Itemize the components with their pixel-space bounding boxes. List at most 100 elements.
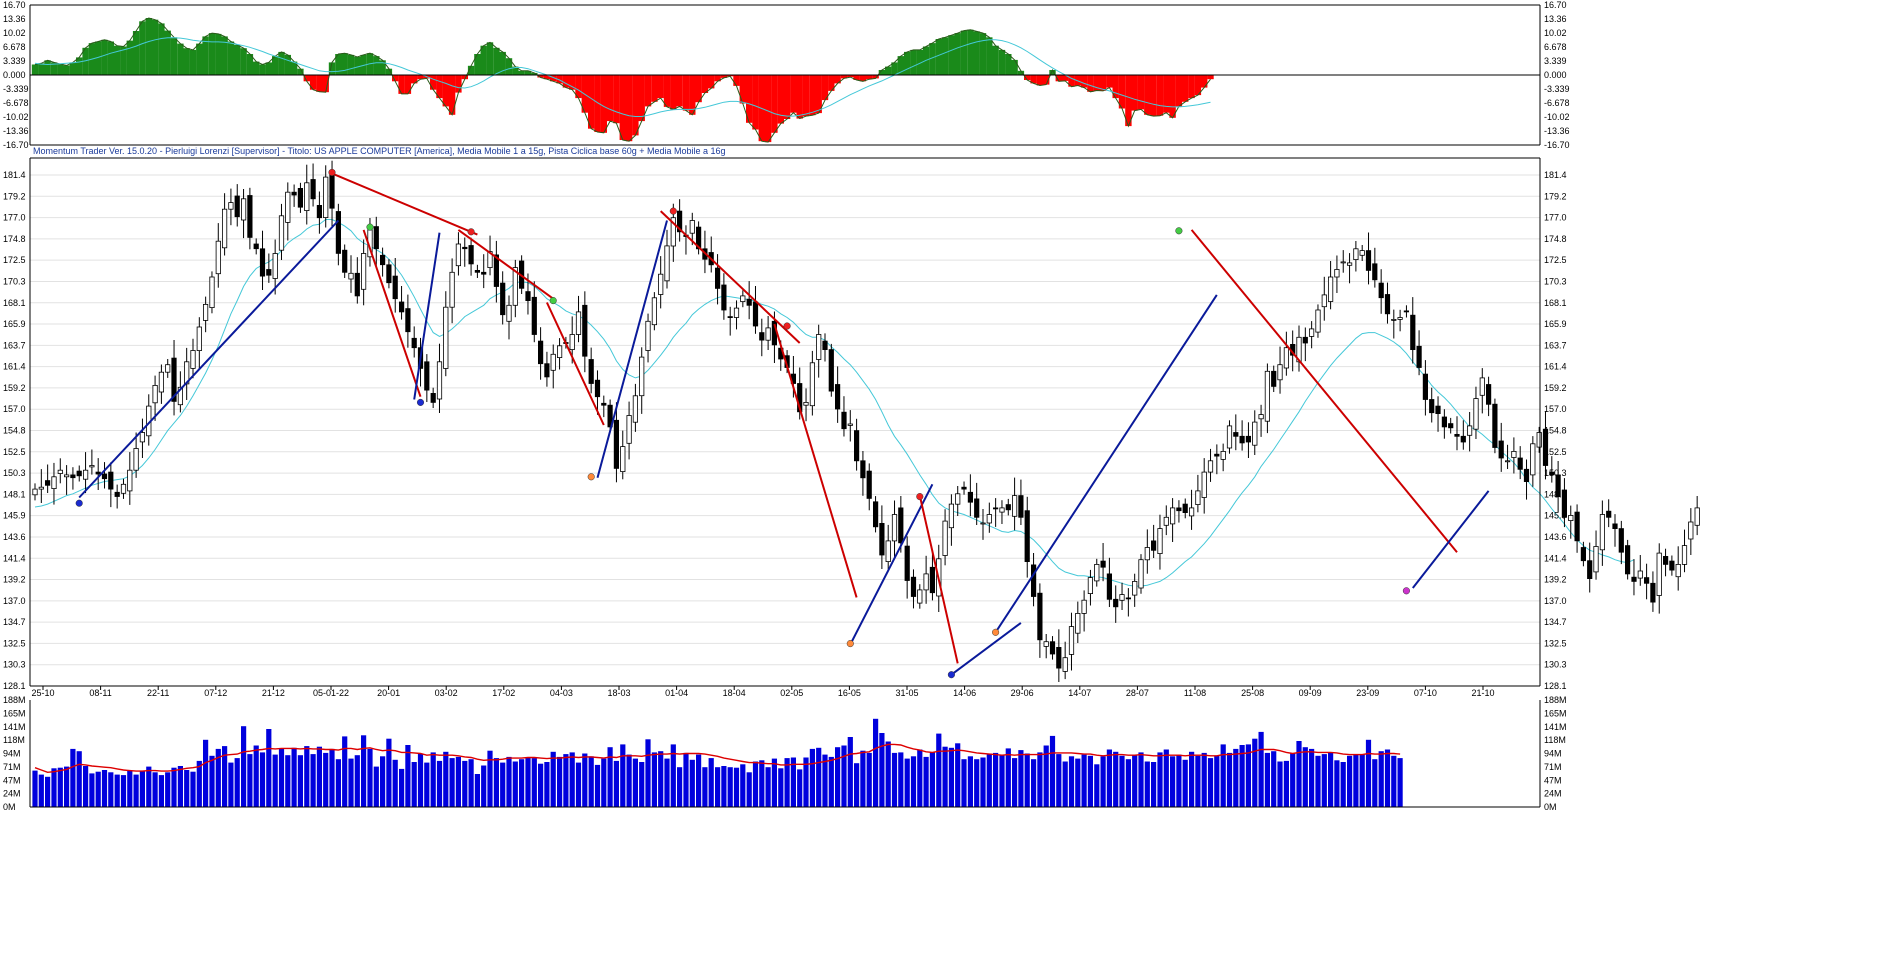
oscillator-bar xyxy=(151,19,159,75)
oscillator-bar xyxy=(992,45,999,75)
volume-bar xyxy=(771,758,777,807)
oscillator-bar xyxy=(183,48,190,75)
oscillator-bar xyxy=(632,75,639,136)
volume-bar xyxy=(702,767,708,807)
oscillator-bar xyxy=(644,75,652,107)
price-y-tick-left: 159.2 xyxy=(3,383,26,393)
oscillator-bar xyxy=(562,75,570,88)
volume-y-tick-left: 47M xyxy=(3,775,21,785)
volume-bar xyxy=(708,758,714,807)
volume-bar xyxy=(620,744,626,807)
volume-bar xyxy=(1233,748,1239,807)
volume-bar xyxy=(1068,756,1075,807)
oscillator-bar xyxy=(316,75,323,92)
volume-bar xyxy=(544,762,550,807)
volume-bar xyxy=(1201,752,1207,807)
candle-body xyxy=(746,298,752,306)
candle-body xyxy=(1195,490,1201,505)
candle-body xyxy=(1068,626,1075,655)
candle-body xyxy=(1024,510,1030,563)
candle-body xyxy=(1315,309,1321,333)
volume-bar xyxy=(443,751,449,807)
volume-bar xyxy=(961,759,967,807)
candle-body xyxy=(1372,263,1378,281)
oscillator-bar xyxy=(246,54,254,75)
price-y-tick-left: 154.8 xyxy=(3,426,26,436)
candle-body xyxy=(1568,515,1574,522)
x-tick-label: 03-02 xyxy=(435,688,458,698)
volume-bar xyxy=(986,753,992,807)
volume-bar xyxy=(1119,755,1125,807)
volume-bar xyxy=(752,761,759,807)
volume-bar xyxy=(1397,758,1403,807)
volume-y-tick-right: 141M xyxy=(1544,722,1567,732)
volume-bar xyxy=(1189,751,1195,807)
oscillator-bar xyxy=(379,60,386,75)
oscillator-bar xyxy=(442,75,449,107)
x-tick-label: 20-01 xyxy=(377,688,400,698)
candle-body xyxy=(1505,460,1511,463)
volume-bar xyxy=(677,767,683,807)
candle-body xyxy=(1353,248,1359,261)
volume-bar xyxy=(632,758,638,807)
oscillator-bar xyxy=(1156,75,1164,116)
oscillator-bar xyxy=(1017,70,1025,75)
oscillator-bar xyxy=(1125,75,1132,127)
candle-body xyxy=(1542,428,1549,466)
x-tick-label: 05-01-22 xyxy=(313,688,349,698)
oscillator-bar xyxy=(1074,75,1081,86)
volume-bar xyxy=(417,753,424,807)
volume-y-tick-left: 0M xyxy=(3,802,16,812)
oscillator-bar xyxy=(872,75,879,79)
candle-body xyxy=(392,275,398,300)
volume-bar xyxy=(1144,761,1150,807)
volume-bar xyxy=(1359,754,1365,807)
x-tick-label: 14-06 xyxy=(953,688,976,698)
candle-body xyxy=(879,523,885,556)
oscillator-bar xyxy=(50,62,58,75)
candle-body xyxy=(462,246,468,250)
volume-bar xyxy=(942,746,948,807)
downtrend-line xyxy=(660,210,801,344)
volume-bar xyxy=(1391,755,1397,807)
volume-bar xyxy=(1245,744,1251,807)
volume-bar xyxy=(1081,754,1087,807)
volume-bar xyxy=(449,758,455,807)
volume-bar xyxy=(765,767,771,807)
oscillator-bar xyxy=(474,54,481,75)
oscillator-bar xyxy=(417,75,424,80)
candle-body xyxy=(1207,460,1214,473)
oscillator-bar xyxy=(651,75,658,102)
volume-bar xyxy=(891,752,898,807)
oscillator-bar xyxy=(1201,75,1208,88)
candle-body xyxy=(847,423,853,426)
volume-bar xyxy=(563,754,569,807)
oscillator-bar xyxy=(1207,75,1214,80)
oscillator-bar xyxy=(878,70,886,75)
candle-body xyxy=(468,245,474,265)
candle-body xyxy=(436,361,443,400)
oscillator-y-tick-right: 6.678 xyxy=(1544,42,1567,52)
volume-bar xyxy=(304,746,310,807)
oscillator-bar xyxy=(297,68,304,75)
oscillator-bar xyxy=(1080,75,1088,88)
candle-body xyxy=(948,503,955,529)
volume-bar xyxy=(386,738,392,807)
volume-y-tick-right: 24M xyxy=(1544,789,1562,799)
candle-body xyxy=(291,191,297,196)
oscillator-bar xyxy=(1043,75,1050,85)
candle-body xyxy=(645,320,651,351)
oscillator-bar xyxy=(373,56,380,75)
candle-body xyxy=(379,254,386,266)
volume-bar xyxy=(1214,755,1220,807)
oscillator-bar xyxy=(550,75,557,82)
oscillator-bar xyxy=(897,56,904,75)
price-y-tick-right: 141.4 xyxy=(1544,553,1567,563)
oscillator-bar xyxy=(63,65,70,75)
oscillator-y-tick-right: 3.339 xyxy=(1544,56,1567,66)
candle-body xyxy=(493,254,500,287)
downtrend-line xyxy=(545,302,605,426)
oscillator-bar xyxy=(486,42,494,75)
candle-body xyxy=(1106,573,1112,600)
oscillator-bar xyxy=(638,75,645,122)
